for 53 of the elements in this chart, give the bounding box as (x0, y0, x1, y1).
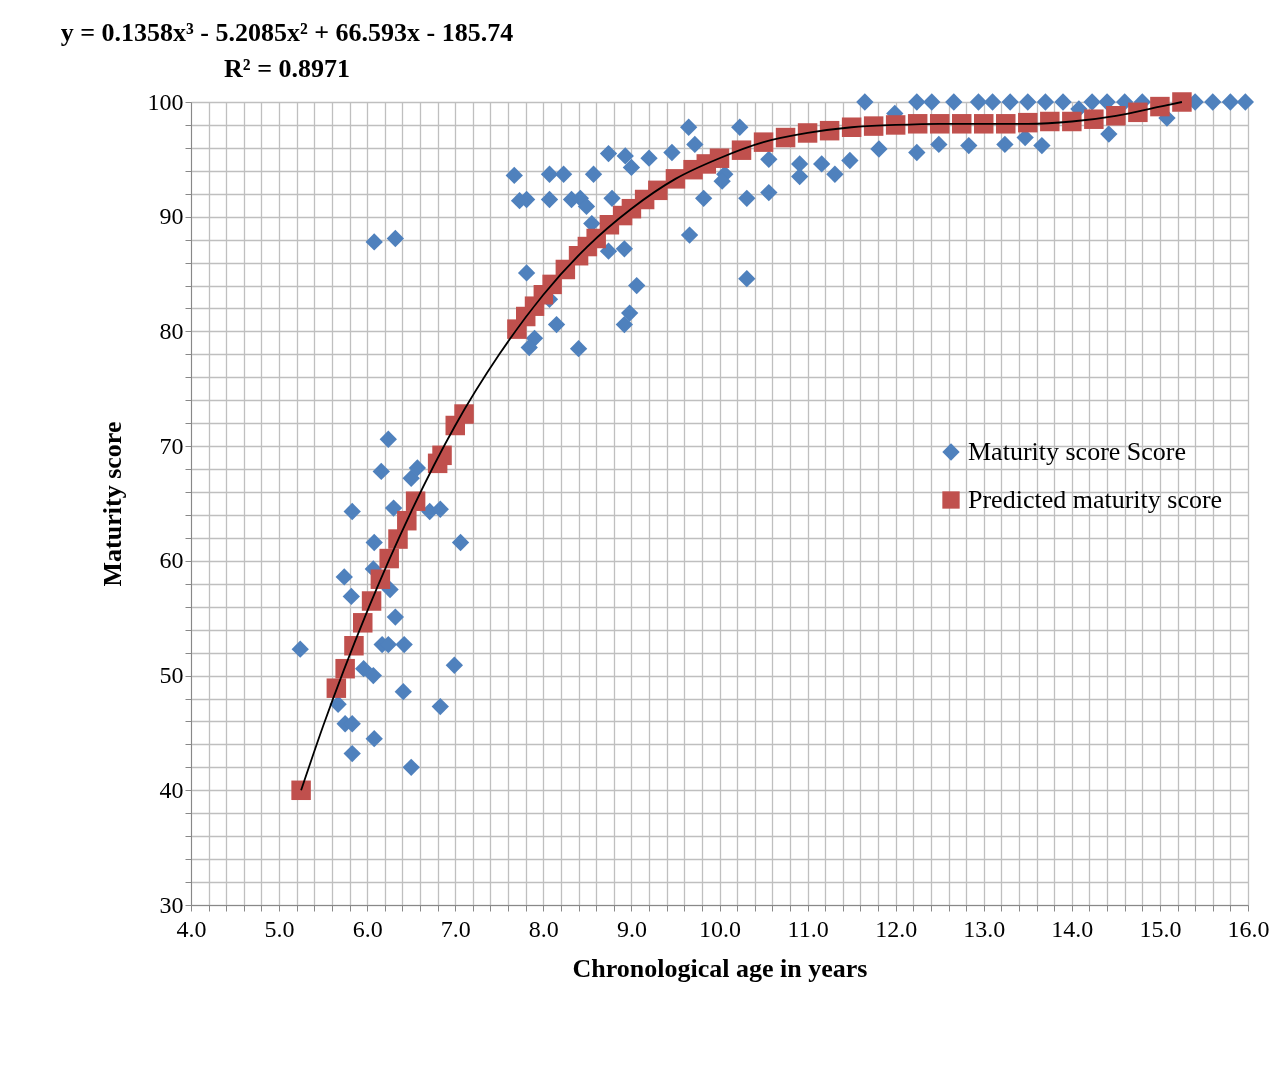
legend-label: Predicted maturity score (968, 485, 1223, 514)
point (1128, 102, 1148, 123)
point (841, 117, 862, 137)
x-tick-label: 15.0 (1139, 915, 1182, 942)
y-tick-label: 90 (159, 203, 184, 230)
point (1106, 106, 1126, 126)
text: y = 0.1358x³ - 5.2085x² + 66.593x - 185.74 (60, 18, 514, 47)
point (863, 116, 884, 136)
point (885, 115, 906, 135)
x-tick-label: 8.0 (528, 915, 559, 942)
y-tick-label: 40 (159, 776, 184, 803)
text: R² = 0.8971 (224, 54, 350, 83)
x-tick-label: 5.0 (264, 915, 295, 942)
point (929, 114, 950, 134)
y-tick-label: 50 (159, 662, 184, 689)
y-tick-label: 30 (159, 891, 184, 918)
x-tick-label: 16.0 (1227, 915, 1270, 942)
point (996, 114, 1016, 134)
point (951, 114, 972, 134)
point (326, 678, 347, 698)
point (907, 114, 928, 134)
point (1150, 96, 1170, 117)
point (797, 123, 818, 143)
x-tick-label: 11.0 (787, 915, 829, 942)
point (974, 114, 994, 134)
point (379, 548, 399, 569)
point (335, 658, 355, 679)
x-tick-label: 7.0 (440, 915, 471, 942)
point (397, 510, 417, 531)
point (709, 148, 730, 168)
x-tick-label: 14.0 (1051, 915, 1094, 942)
point (731, 140, 752, 160)
point (1040, 111, 1060, 132)
x-tick-label: 9.0 (616, 915, 647, 942)
point (1084, 109, 1104, 129)
x-tick-label: 13.0 (963, 915, 1006, 942)
x-tick-label: 6.0 (352, 915, 383, 942)
point (353, 613, 373, 633)
x-axis-title: Chronological age in years (572, 953, 868, 983)
y-tick-label: 60 (159, 547, 184, 574)
legend-label: Maturity score Score (968, 437, 1187, 466)
y-tick-label: 100 (147, 88, 184, 115)
y-tick-label: 70 (159, 432, 184, 459)
point (753, 132, 774, 152)
point (1172, 92, 1192, 112)
y-tick-label: 80 (159, 317, 184, 344)
x-tick-label: 12.0 (875, 915, 918, 942)
x-tick-label: 10.0 (699, 915, 741, 942)
point (344, 636, 364, 656)
point (432, 445, 452, 466)
x-tick-label: 4.0 (176, 915, 207, 942)
y-axis-title: Maturity score (97, 421, 127, 587)
point (291, 780, 311, 801)
